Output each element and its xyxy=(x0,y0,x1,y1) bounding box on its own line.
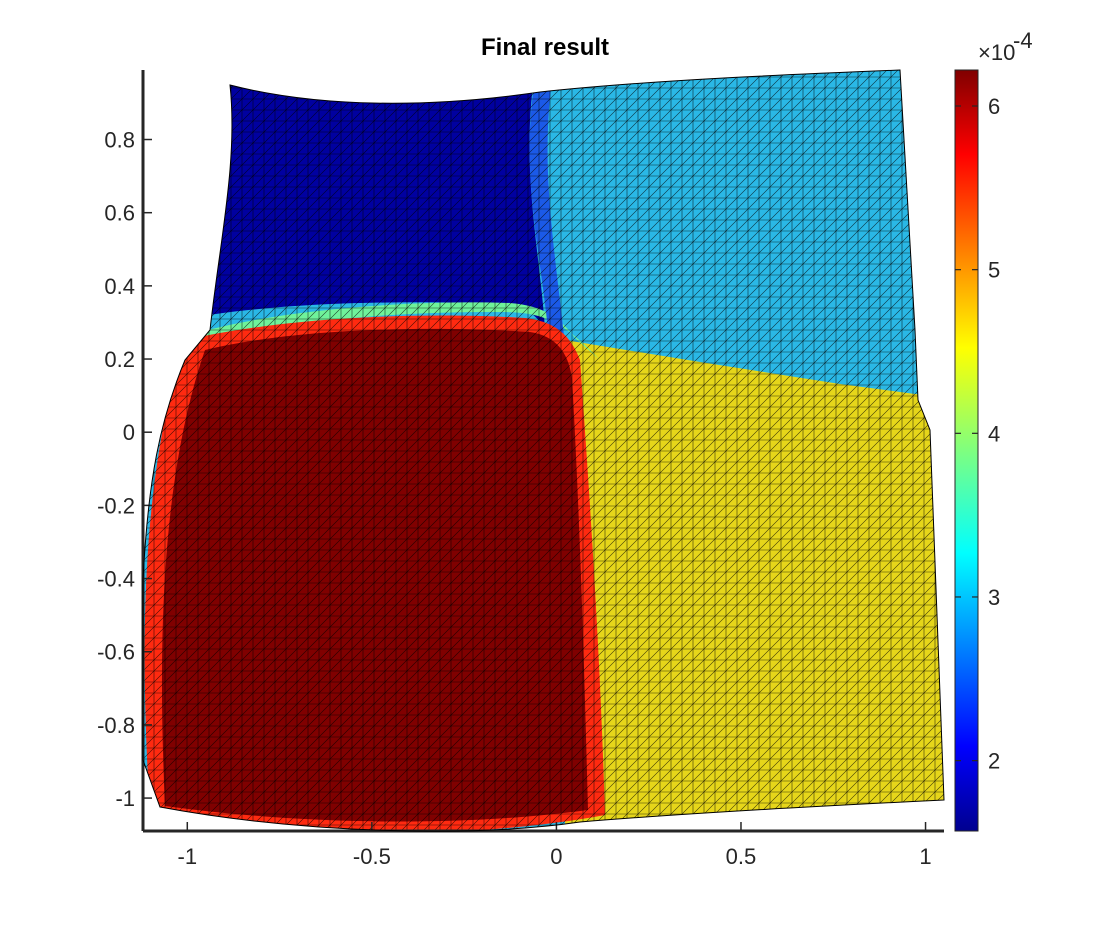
y-tick-label: 0.2 xyxy=(104,347,135,372)
x-tick-label: 1 xyxy=(919,844,931,869)
y-tick-label: -0.4 xyxy=(97,567,135,592)
colorbar-tick-label: 6 xyxy=(988,94,1000,119)
y-tick-label: -1 xyxy=(115,786,135,811)
y-tick-label: -0.2 xyxy=(97,493,135,518)
colorbar-tick-label: 5 xyxy=(988,258,1000,283)
mesh-triangles xyxy=(143,70,944,832)
y-tick-label: -0.6 xyxy=(97,640,135,665)
colorbar-exponent-power: -4 xyxy=(1013,28,1033,53)
colorbar-gradient xyxy=(954,69,979,832)
y-tick-label: 0.8 xyxy=(104,128,135,153)
y-tick-label: 0.6 xyxy=(104,201,135,226)
x-tick-label: 0 xyxy=(550,844,562,869)
colorbar-tick-label: 3 xyxy=(988,585,1000,610)
y-tick-label: 0 xyxy=(123,420,135,445)
chart-title: Final result xyxy=(481,34,609,61)
colorbar-tick-label: 2 xyxy=(988,749,1000,774)
x-tick-label: -1 xyxy=(178,844,198,869)
deformed-mesh xyxy=(143,70,944,832)
mesh-outline xyxy=(142,69,945,832)
axes: -1 -0.5 0 0.5 1 0.8 0.6 0.4 0.2 0 -0.2 -0.4 -0.6 -0.8… xyxy=(97,70,944,869)
colorbar: ×10 -4 2 3 4 5 6 xyxy=(954,28,1033,832)
x-tick-label: -0.5 xyxy=(353,844,391,869)
y-tick-label: 0.4 xyxy=(104,274,135,299)
colorbar-tick-label: 4 xyxy=(988,421,1000,446)
colorbar-exponent-base: ×10 xyxy=(978,40,1015,65)
y-tick-label: -0.8 xyxy=(97,713,135,738)
x-tick-label: 0.5 xyxy=(726,844,757,869)
